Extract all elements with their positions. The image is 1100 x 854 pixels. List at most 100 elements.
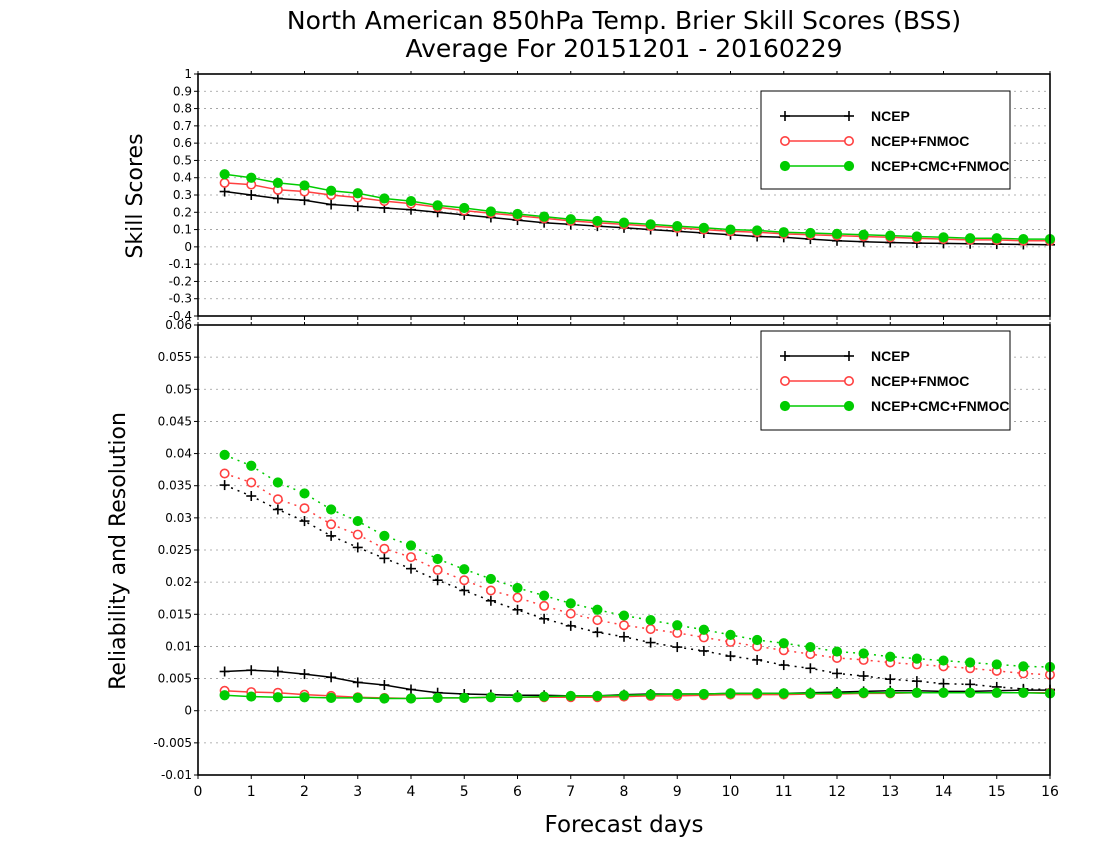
data-point (405, 195, 417, 207)
data-point (299, 195, 310, 206)
legend-marker (843, 400, 855, 412)
data-point (432, 553, 443, 565)
series-reliability-ncep-cmc-fnmoc (219, 687, 1056, 704)
y-tick-label: 0.9 (173, 84, 192, 98)
data-point (485, 206, 496, 217)
y-tick-label: 0.01 (165, 639, 192, 653)
data-point (911, 687, 922, 698)
data-point (246, 691, 257, 702)
data-point (938, 687, 949, 698)
reliability-resolution-panel: -0.01 -0.005 0 0.005 0.01 0.015 0.02 0.025 0.03 0… (153, 318, 1059, 800)
y-tick-label: 0.8 (173, 102, 192, 116)
data-point (618, 690, 630, 701)
legend-entry: NCEP+FNMOC (779, 373, 969, 389)
data-point (272, 477, 283, 488)
y-tick-label: -0.1 (169, 257, 192, 271)
legend-label: NCEP (871, 348, 910, 364)
data-point (272, 193, 283, 204)
legend-label: NCEP+FNMOC (871, 373, 969, 389)
series-line (224, 182, 1050, 242)
y-tick-label: 0.015 (158, 607, 192, 621)
data-point (592, 690, 603, 702)
data-point (938, 655, 949, 666)
legend-entry: NCEP (780, 108, 910, 124)
legend-label: NCEP (871, 108, 910, 124)
data-point (539, 590, 550, 601)
series-resolution-ncep-fnmoc (219, 468, 1056, 680)
x-tick-label: 8 (620, 784, 629, 800)
data-point (299, 180, 310, 191)
data-point (246, 172, 257, 183)
legend-marker (780, 111, 790, 121)
y-tick-label: 0.5 (173, 153, 192, 167)
series-resolution-ncep-cmc-fnmoc (219, 449, 1056, 673)
data-point (725, 651, 736, 662)
y-tick-label: 0.02 (165, 575, 192, 589)
y-tick-label: -0.4 (169, 309, 192, 323)
data-point (272, 494, 283, 505)
data-point (432, 575, 443, 586)
y-tick-label: -0.3 (169, 292, 192, 306)
data-point (405, 693, 417, 704)
plot-frame (197, 73, 1051, 317)
y-tick-label: 0.1 (173, 223, 192, 237)
data-point (725, 224, 736, 235)
x-tick-label: 6 (513, 784, 522, 800)
legend-marker (843, 375, 854, 386)
data-point (512, 592, 523, 603)
data-point (246, 665, 257, 676)
x-tick-label: 12 (828, 784, 846, 800)
data-point (512, 604, 523, 615)
data-point (778, 660, 789, 671)
data-point (911, 231, 922, 242)
data-point (219, 690, 230, 701)
data-point (219, 186, 230, 197)
data-point (965, 233, 976, 244)
data-point (485, 585, 496, 596)
x-tick-label: 0 (194, 784, 203, 800)
data-point (752, 634, 763, 646)
x-tick-label: 15 (988, 784, 1006, 800)
y-tick-label: -0.2 (169, 274, 192, 288)
data-point (326, 185, 337, 196)
data-point (725, 629, 736, 640)
x-axis-label: Forecast days (545, 812, 704, 838)
data-point (352, 201, 363, 212)
x-tick-label: 16 (1041, 784, 1059, 800)
data-point (326, 519, 337, 530)
data-point (405, 552, 416, 563)
data-point (672, 688, 683, 700)
data-point (965, 687, 976, 698)
data-point (831, 688, 843, 699)
data-point (698, 688, 709, 700)
data-point (885, 230, 896, 241)
x-tick-label: 10 (722, 784, 740, 800)
data-point (326, 199, 337, 210)
data-point (219, 169, 230, 180)
legend-marker (844, 351, 854, 361)
data-point (246, 477, 257, 488)
data-point (379, 693, 390, 704)
data-point (858, 648, 869, 659)
data-point (645, 614, 656, 626)
data-point (831, 228, 843, 239)
data-point (299, 503, 310, 514)
data-point (1018, 687, 1029, 698)
data-point (326, 672, 337, 683)
x-tick-label: 4 (407, 784, 416, 800)
y-tick-label: 0.055 (158, 350, 192, 364)
data-point (565, 598, 576, 609)
data-point (672, 221, 683, 232)
data-point (299, 516, 310, 527)
data-point (219, 449, 230, 460)
data-point (379, 543, 390, 554)
y-tick-label: 1 (184, 67, 192, 81)
data-point (272, 177, 283, 188)
data-point (219, 468, 230, 479)
data-point (619, 631, 629, 642)
data-point (805, 641, 816, 653)
data-point (352, 692, 363, 703)
x-tick-label: 5 (460, 784, 469, 800)
data-point (512, 692, 523, 703)
x-tick-label: 9 (673, 784, 682, 800)
